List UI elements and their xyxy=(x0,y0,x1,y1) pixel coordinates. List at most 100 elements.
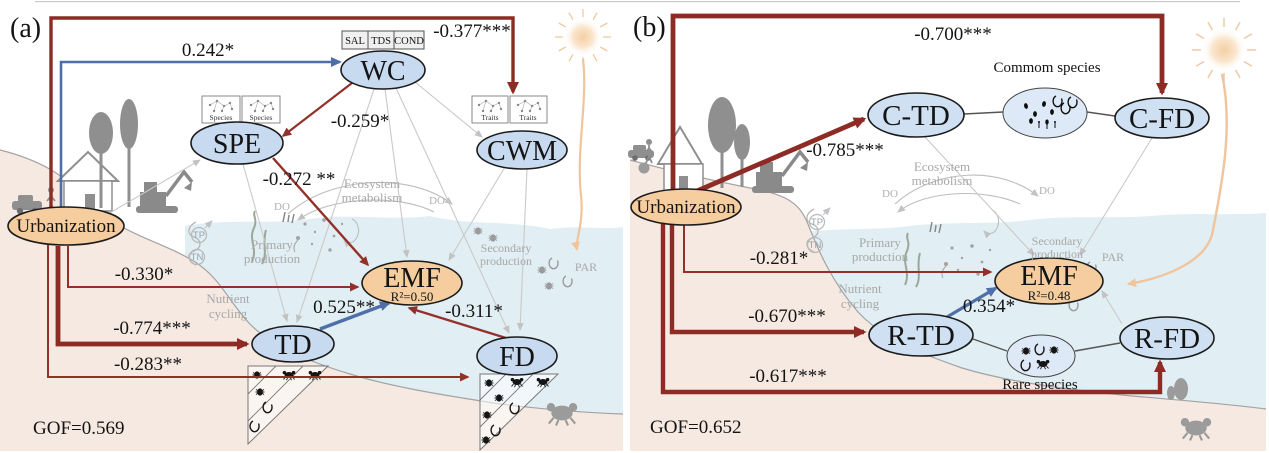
path-urbanization-emf xyxy=(683,224,993,277)
svg-text:production: production xyxy=(852,249,909,264)
par-light-arrow xyxy=(1127,73,1228,288)
common-species-group: Commom species xyxy=(993,60,1101,139)
label-do-right: DO xyxy=(1039,185,1055,197)
label-nutrient-cycling: Nutrient xyxy=(838,281,882,296)
metabolism-arc xyxy=(894,174,1039,205)
svg-text:EMF: EMF xyxy=(383,263,441,294)
panel-b-tag: (b) xyxy=(633,12,666,43)
urban-art-b xyxy=(628,97,810,196)
svg-text:production: production xyxy=(244,251,301,266)
sun-icon xyxy=(554,8,612,251)
path-spe-emf xyxy=(272,157,369,267)
sun-icon xyxy=(1127,17,1257,288)
svg-text:TD: TD xyxy=(274,330,311,361)
path-urbanization-rfd xyxy=(660,224,1166,395)
common-species-icons xyxy=(1024,95,1078,129)
svg-text:production: production xyxy=(480,254,532,268)
label-secondary-production: Secondary xyxy=(1032,234,1083,248)
excavator-icon xyxy=(752,149,810,193)
td-taxa-triangle xyxy=(247,365,330,446)
node-fd: FD xyxy=(476,336,558,376)
background-labels-b: Ecosystem metabolism DO DO Primary produ… xyxy=(809,159,1124,311)
metabolism-arc xyxy=(287,181,453,215)
svg-text:R-FD: R-FD xyxy=(1134,323,1200,355)
coef-urb-rfd: -0.617*** xyxy=(749,366,827,387)
label-tn: TN xyxy=(191,252,204,263)
panel-a: SAL TDS COND Species Species Traits Trai… xyxy=(0,8,624,452)
cwm-indicator-boxes: Traits Traits xyxy=(471,95,548,124)
node-spe: SPE xyxy=(190,121,284,165)
gray-paths-a xyxy=(107,81,528,334)
label-par: PAR xyxy=(1102,250,1124,264)
label-tp: TP xyxy=(193,230,205,241)
land-b xyxy=(630,160,1266,451)
svg-text:metabolism: metabolism xyxy=(912,173,973,188)
coefficient-labels-a: -0.377*** 0.242* -0.259* -0.272 ** -0.33… xyxy=(113,21,511,375)
coef-urb-wc: 0.242* xyxy=(182,40,234,61)
label-primary-production: Primary xyxy=(251,237,293,252)
panel-a-gof: GOF=0.569 xyxy=(33,418,124,439)
node-emf: EMF R²=0.50 xyxy=(361,260,463,306)
rare-species-ellipse xyxy=(1006,334,1076,378)
svg-text:WC: WC xyxy=(360,56,405,87)
coef-urb-emf: -0.281* xyxy=(750,248,809,269)
figure-top-border xyxy=(35,1,1240,3)
tree-icon xyxy=(708,97,736,153)
emf-r2-label: R²=0.50 xyxy=(391,289,434,304)
ecosystem-art-a xyxy=(188,181,578,427)
car-icon xyxy=(12,201,42,210)
label-ecosystem-metabolism: Ecosystem xyxy=(344,176,400,191)
par-light-arrow xyxy=(571,58,586,251)
label-ecosystem-metabolism: Ecosystem xyxy=(914,159,970,174)
gray-paths-b xyxy=(924,136,1153,325)
path-rtd-emf xyxy=(946,286,998,319)
label-tp: TP xyxy=(811,217,823,228)
wc-indicator-boxes: SAL TDS COND xyxy=(341,30,425,50)
svg-text:cycling: cycling xyxy=(841,296,880,311)
label-nutrient-cycling: Nutrient xyxy=(206,291,250,306)
marsh-plants-icon xyxy=(929,221,942,234)
rare-species-group: Rare species xyxy=(1002,334,1078,393)
svg-text:Urbanization: Urbanization xyxy=(16,216,116,237)
panel-a-tag: (a) xyxy=(10,13,41,44)
svg-text:FD: FD xyxy=(499,342,535,373)
coef-urb-cwm: -0.377*** xyxy=(433,21,511,42)
svg-text:C-FD: C-FD xyxy=(1129,103,1195,135)
svg-text:R-TD: R-TD xyxy=(887,320,955,352)
indicator-species-1: Species xyxy=(210,113,233,122)
node-c-td: C-TD xyxy=(867,92,965,138)
node-wc: WC xyxy=(340,50,426,90)
coef-urb-fd: -0.283** xyxy=(114,354,182,375)
path-wc-spe xyxy=(281,82,353,137)
path-urbanization-cfd xyxy=(670,13,1168,190)
common-species-ellipse xyxy=(1002,87,1088,139)
path-fd-emf xyxy=(407,306,507,340)
indicator-species-2: Species xyxy=(250,113,273,122)
node-td: TD xyxy=(251,325,335,363)
svg-text:cycling: cycling xyxy=(209,306,248,321)
coefficient-labels-b: -0.700*** -0.785*** -0.281* -0.670*** -0… xyxy=(748,24,1015,387)
label-par: PAR xyxy=(575,260,597,274)
land-a xyxy=(0,150,623,451)
path-urbanization-fd xyxy=(47,245,470,382)
path-td-emf xyxy=(319,301,391,331)
svg-text:SPE: SPE xyxy=(213,129,261,160)
coef-td-emf: 0.525** xyxy=(313,297,375,318)
coef-urb-emf: -0.330* xyxy=(115,264,174,285)
node-emf: EMF R²=0.48 xyxy=(994,257,1104,305)
node-r-td: R-TD xyxy=(868,313,974,357)
background-labels-a: Ecosystem metabolism DO DO Primary produ… xyxy=(191,176,597,321)
seaweed-icon xyxy=(904,232,910,286)
node-urbanization: Urbanization xyxy=(7,206,125,246)
plankton-icons xyxy=(293,218,344,253)
path-urbanization-ctd xyxy=(696,116,867,194)
node-c-fd: C-FD xyxy=(1114,97,1210,139)
nodes-a: Urbanization WC SPE CWM TD FD EMF R²=0.5… xyxy=(7,50,568,376)
sem-paths-b xyxy=(660,13,1168,395)
indicator-tds: TDS xyxy=(371,36,391,47)
ecosystem-art-b xyxy=(806,174,1212,442)
node-r-fd: R-FD xyxy=(1119,316,1215,360)
seaweed-icon xyxy=(251,210,257,263)
